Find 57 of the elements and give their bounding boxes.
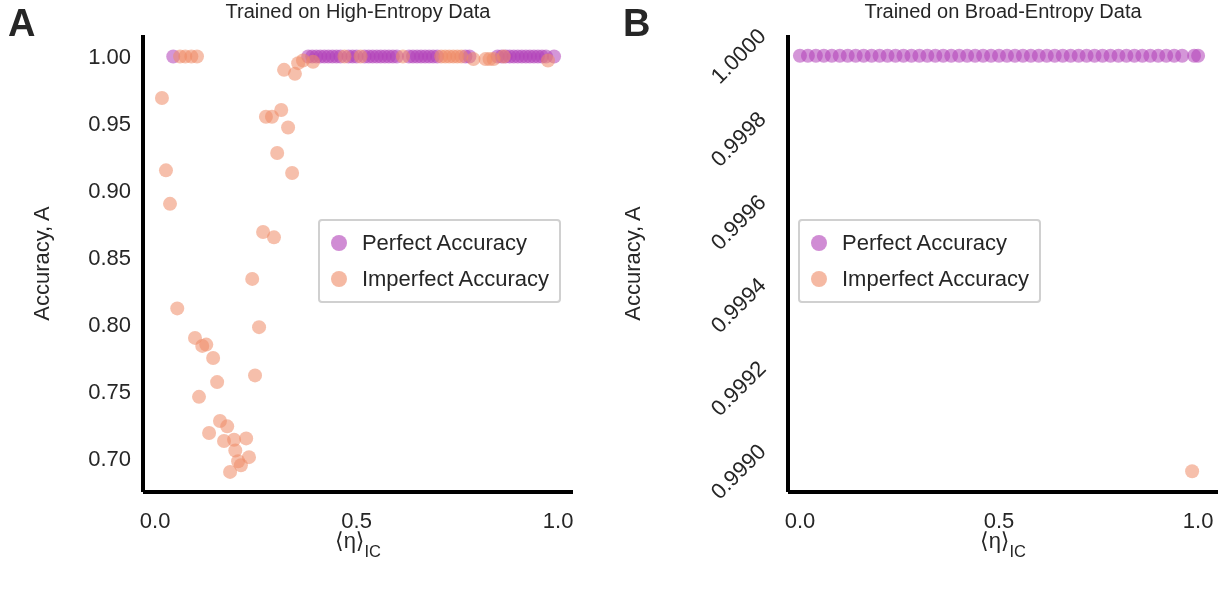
point [190, 49, 204, 64]
point [281, 120, 296, 135]
point [270, 145, 285, 160]
point [266, 230, 281, 245]
point [274, 103, 289, 118]
point [241, 450, 256, 465]
point [210, 375, 225, 390]
legend-label: Imperfect Accuracy [841, 264, 1030, 293]
text: B [623, 2, 651, 45]
text: A [8, 2, 36, 45]
x-tick-label: 0.0 [139, 507, 171, 533]
point [206, 350, 221, 365]
point [256, 225, 271, 240]
y-axis-title: Accuracy, A [620, 205, 645, 321]
legend-label: Perfect Accuracy [360, 228, 528, 257]
point [239, 431, 254, 446]
point [454, 49, 469, 64]
x-tick-label: 0.0 [784, 507, 816, 533]
point [252, 320, 267, 335]
point [163, 196, 177, 211]
y-tick-label: 0.80 [88, 312, 131, 338]
legend-label: Imperfect Accuracy [360, 264, 549, 293]
point [223, 464, 238, 479]
y-tick-label: 1.00 [88, 44, 131, 70]
y-tick-label: 0.75 [88, 379, 131, 405]
y-tick-label: 0.70 [88, 446, 131, 472]
point [395, 49, 410, 64]
x-axis-title: ⟨η⟩$_{IC}$ [335, 528, 382, 560]
y-tick-label: 0.90 [88, 178, 131, 204]
legend-label: Perfect Accuracy [841, 228, 1009, 257]
point [154, 90, 169, 105]
point [245, 271, 260, 286]
point [285, 166, 300, 181]
point [233, 458, 248, 473]
chart-title: Trained on High-Entropy Data [224, 0, 492, 23]
x-tick-label: 1.0 [542, 507, 574, 533]
point [192, 389, 207, 404]
y-tick-label: 0.85 [88, 245, 131, 271]
point [466, 52, 481, 67]
point [353, 49, 368, 64]
point [220, 419, 235, 434]
x-axis-title: ⟨η⟩$_{IC}$ [980, 528, 1027, 560]
y-axis-title: Accuracy, A [29, 205, 54, 321]
x-tick-label: 1.0 [1182, 507, 1214, 533]
point [337, 49, 352, 64]
point [541, 53, 556, 68]
point [158, 163, 173, 178]
point [264, 109, 279, 124]
y-tick-label: 0.95 [88, 111, 131, 137]
point [199, 337, 214, 352]
chart-title: Trained on Broad-Entropy Data [863, 0, 1143, 23]
point [306, 54, 321, 69]
point [170, 301, 185, 316]
point [202, 426, 217, 441]
point [248, 368, 263, 383]
point [277, 62, 292, 77]
point [287, 66, 302, 81]
